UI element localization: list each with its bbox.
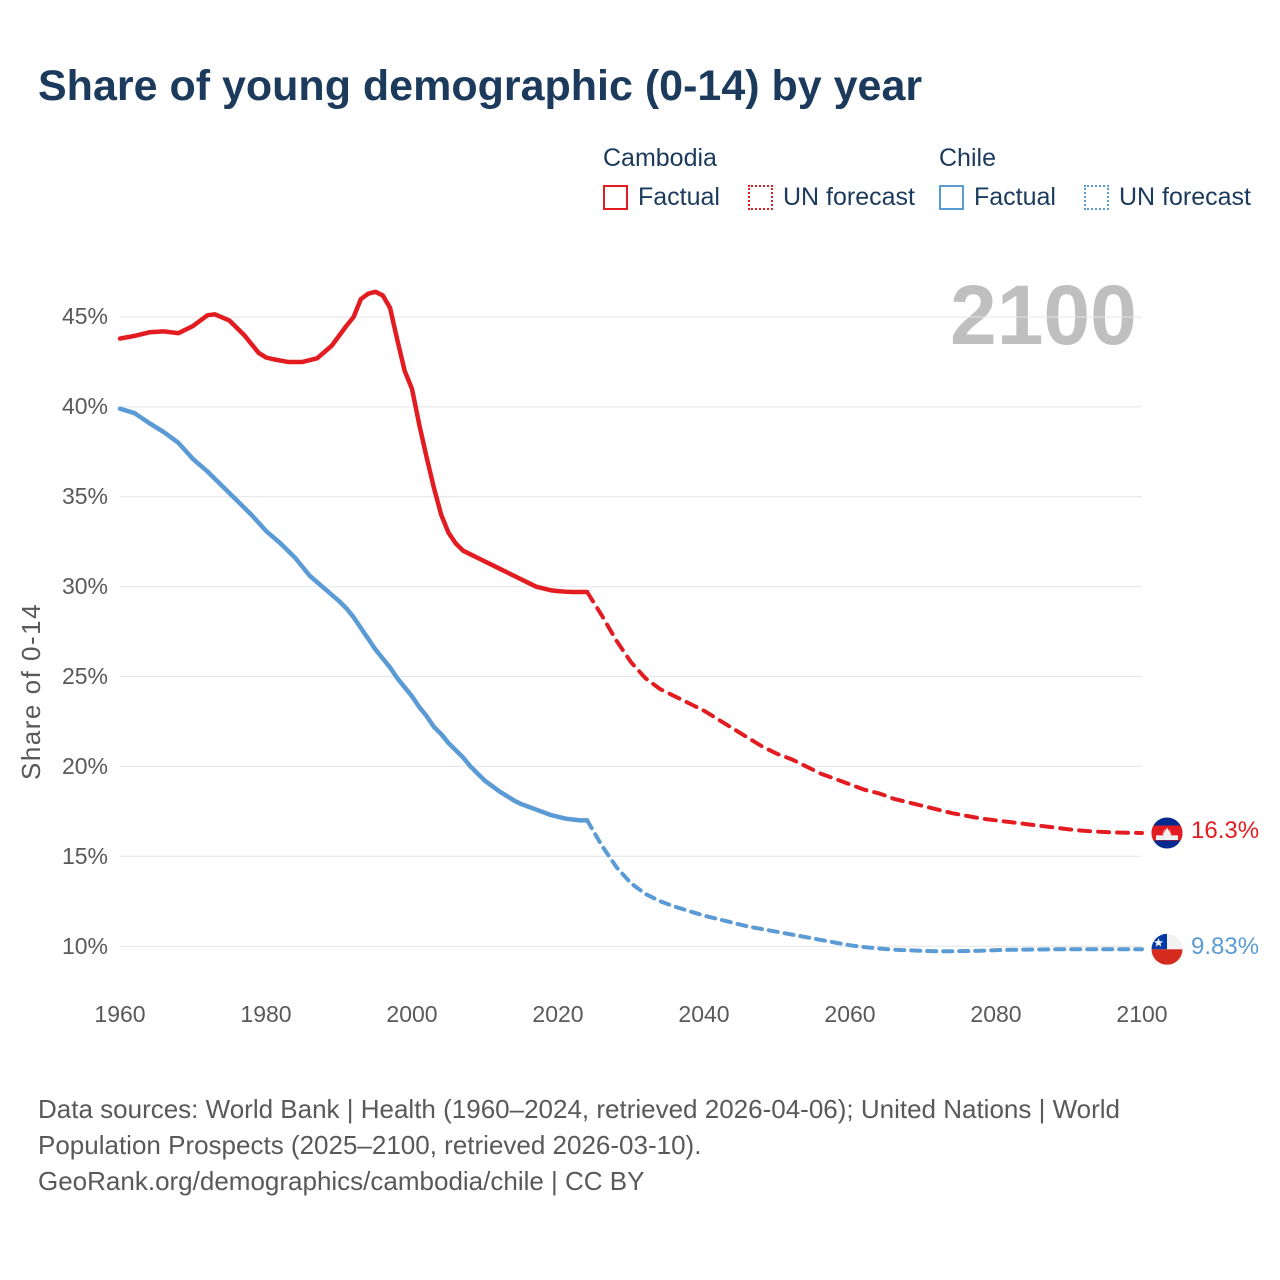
svg-text:35%: 35% <box>62 483 108 509</box>
svg-text:2080: 2080 <box>970 1001 1021 1027</box>
svg-text:45%: 45% <box>62 303 108 329</box>
svg-text:30%: 30% <box>62 573 108 599</box>
svg-text:15%: 15% <box>62 843 108 869</box>
svg-text:20%: 20% <box>62 753 108 779</box>
svg-text:2040: 2040 <box>678 1001 729 1027</box>
svg-text:10%: 10% <box>62 933 108 959</box>
svg-text:2100: 2100 <box>1116 1001 1167 1027</box>
svg-text:1960: 1960 <box>94 1001 145 1027</box>
svg-text:1980: 1980 <box>240 1001 291 1027</box>
svg-text:2020: 2020 <box>532 1001 583 1027</box>
svg-text:2000: 2000 <box>386 1001 437 1027</box>
svg-text:2060: 2060 <box>824 1001 875 1027</box>
svg-text:25%: 25% <box>62 663 108 689</box>
svg-text:40%: 40% <box>62 393 108 419</box>
